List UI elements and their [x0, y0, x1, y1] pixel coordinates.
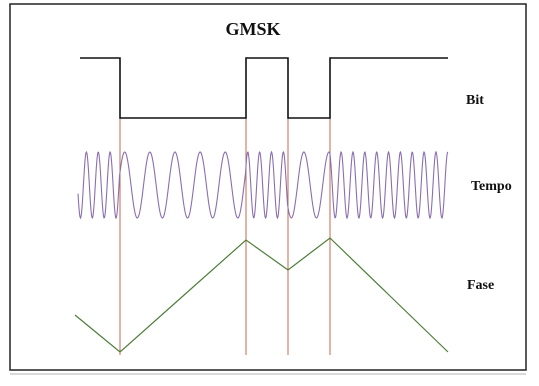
phase-curve [74, 237, 449, 353]
label-fase: Fase [467, 278, 494, 293]
figure-frame [9, 3, 527, 371]
label-tempo: Tempo [471, 179, 512, 194]
label-bit: Bit [466, 93, 484, 108]
carrier-waveform [77, 150, 449, 220]
diagram-title: GMSK [225, 19, 280, 39]
bit-waveform [80, 57, 448, 119]
